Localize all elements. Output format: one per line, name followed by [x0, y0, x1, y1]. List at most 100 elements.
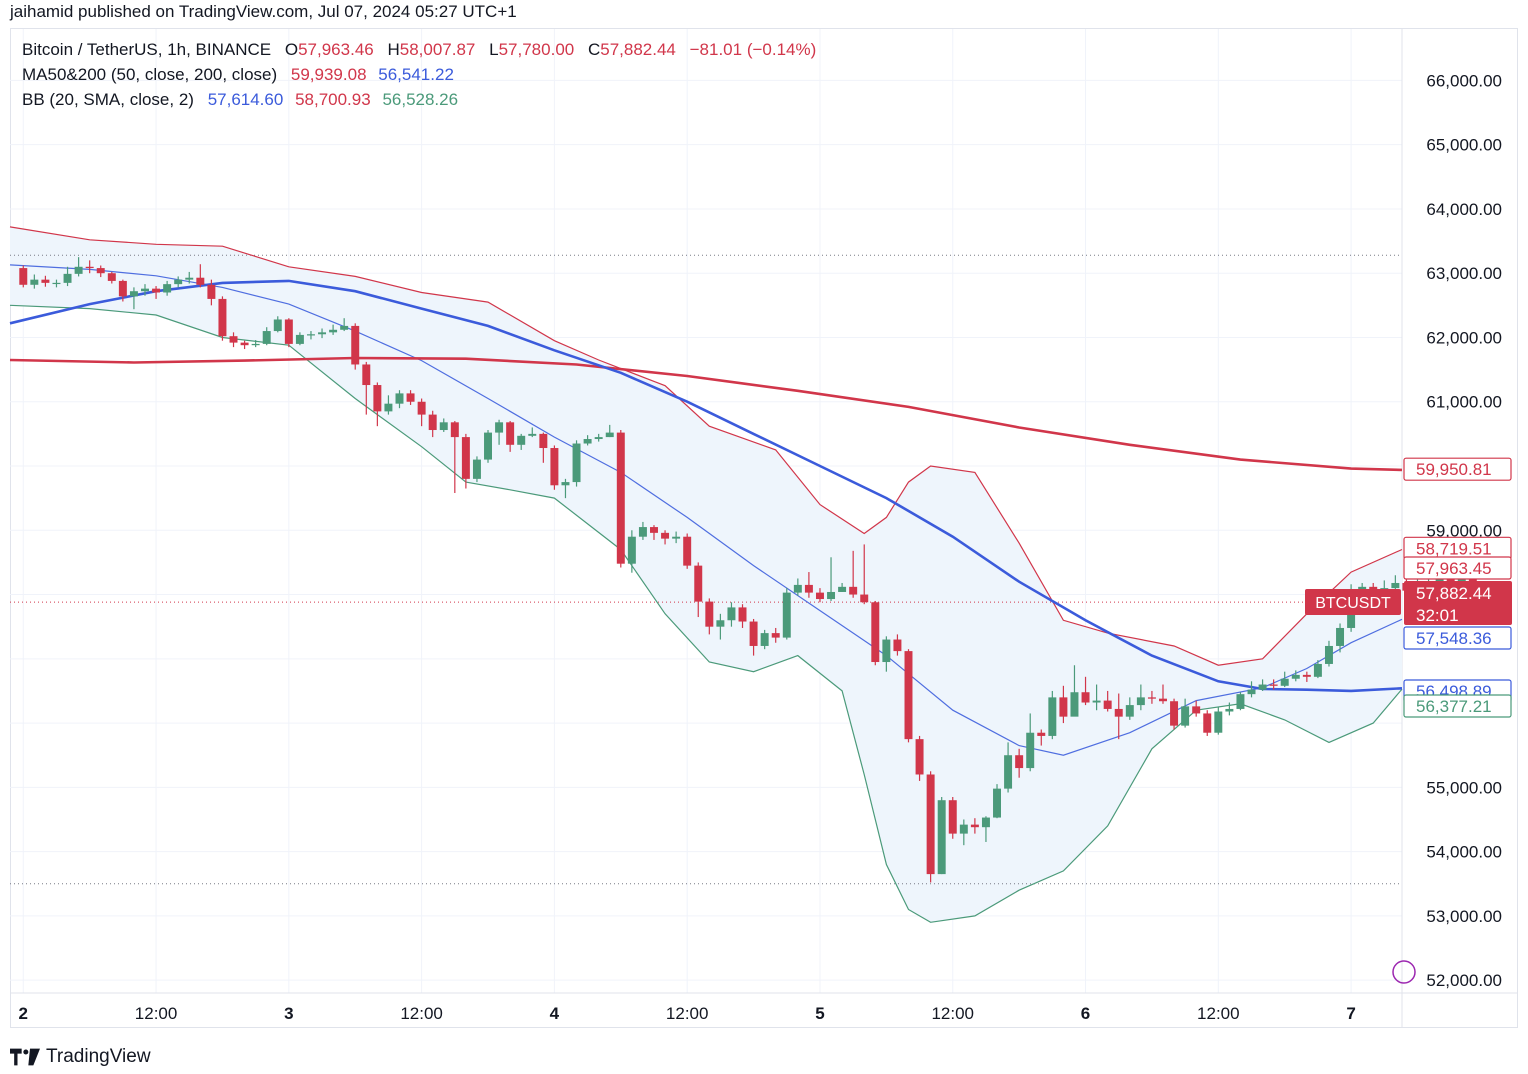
candle — [196, 264, 205, 288]
candle-body — [351, 325, 360, 365]
legend-ma200-value: 56,541.22 — [378, 65, 454, 84]
candle-body — [749, 621, 758, 646]
candle — [583, 435, 592, 446]
candle-body — [450, 422, 459, 438]
candle-body — [207, 284, 216, 299]
candle-body — [152, 288, 161, 293]
candle — [749, 618, 758, 656]
legend-bb-upper: 58,700.93 — [295, 90, 371, 109]
candle — [218, 296, 227, 341]
candle — [782, 588, 791, 640]
candle-body — [771, 633, 780, 638]
candle-body — [871, 602, 880, 663]
candle-body — [107, 273, 116, 281]
price-label: 56,377.21 — [1403, 694, 1512, 718]
candle — [827, 557, 836, 601]
candle — [1203, 710, 1212, 736]
candle-body — [561, 482, 570, 486]
x-tick-label: 4 — [550, 1004, 560, 1023]
candle — [229, 332, 238, 348]
y-tick-label: 64,000.00 — [1426, 200, 1502, 219]
legend-bb-lower: 56,528.26 — [382, 90, 459, 109]
candle — [550, 445, 559, 490]
candle-body — [627, 536, 636, 564]
candle — [716, 613, 725, 640]
candle-body — [1092, 700, 1101, 703]
candle-body — [1114, 708, 1123, 717]
candle — [96, 265, 105, 278]
candle — [1258, 679, 1267, 691]
candle — [63, 266, 72, 287]
candle — [30, 274, 39, 289]
candle — [41, 275, 50, 287]
candle — [993, 784, 1001, 819]
candle — [484, 430, 492, 463]
candle-body — [1070, 692, 1079, 717]
candle — [85, 260, 94, 274]
candle — [838, 582, 847, 592]
candle-body — [30, 279, 39, 285]
candle-body — [970, 824, 979, 828]
candle-body — [229, 336, 238, 343]
price-label-box — [1403, 694, 1512, 718]
footer-brand[interactable]: TradingView — [10, 1046, 151, 1068]
candle-body — [793, 584, 802, 593]
candle-body — [174, 279, 183, 285]
candle-body — [815, 592, 824, 600]
candle-body — [1181, 706, 1190, 726]
candle-body — [1147, 697, 1156, 699]
candle — [1136, 684, 1145, 711]
candle — [561, 478, 570, 499]
candle — [705, 598, 714, 635]
candle — [1048, 690, 1057, 740]
candle — [506, 421, 515, 452]
candle-body — [572, 443, 581, 483]
candle-body — [638, 527, 647, 537]
legend-ohlc: Bitcoin / TetherUS, 1h, BINANCE O57,963.… — [22, 40, 819, 60]
footer-brand-text: TradingView — [46, 1046, 151, 1067]
candle-body — [661, 532, 670, 539]
candle — [661, 530, 670, 545]
candle — [572, 440, 581, 487]
candle-body — [738, 607, 747, 622]
legend-high-label: H — [387, 40, 400, 59]
candle — [528, 427, 537, 438]
candle — [428, 410, 437, 438]
candle — [815, 588, 824, 603]
candle-body — [19, 268, 28, 285]
candle-body — [616, 432, 625, 564]
candle — [1247, 681, 1256, 698]
candle — [771, 627, 780, 643]
candle-body — [838, 586, 847, 592]
candle-body — [1136, 697, 1145, 706]
candle — [1302, 671, 1311, 682]
last-price-label: 57,882.44 32:01 BTCUSDT — [1305, 581, 1512, 625]
candle-body — [517, 435, 526, 445]
candle — [937, 796, 946, 875]
price-label: 57,548.36 — [1403, 626, 1512, 650]
legend-high-value: 58,007.87 — [399, 40, 476, 59]
candle — [1059, 685, 1068, 724]
symbol-tag-bg — [1305, 589, 1401, 615]
candle-body — [85, 266, 94, 269]
candle-body — [705, 601, 714, 627]
candle-body — [1258, 684, 1267, 690]
candle-body — [417, 401, 426, 415]
legend-ma: MA50&200 (50, close, 200, close) 59,939.… — [22, 65, 457, 85]
price-label-text: 57,963.45 — [1416, 559, 1492, 578]
candle-body — [472, 459, 481, 479]
candle — [1092, 684, 1101, 711]
candle — [1236, 692, 1245, 711]
x-tick-label: 5 — [815, 1004, 824, 1023]
y-axis: 52,000.00 53,000.00 54,000.00 55,000.00 59,0… — [1392, 71, 1502, 990]
candle-body — [1081, 692, 1090, 703]
y-tick-label: 59,000.00 — [1426, 521, 1502, 540]
candle-body — [1037, 732, 1046, 736]
candle-body — [461, 437, 470, 479]
candle-body — [1247, 689, 1256, 695]
candle-body — [196, 277, 205, 285]
x-tick-label: 12:00 — [666, 1004, 709, 1023]
candle — [450, 421, 459, 494]
candle-body — [1103, 700, 1112, 709]
